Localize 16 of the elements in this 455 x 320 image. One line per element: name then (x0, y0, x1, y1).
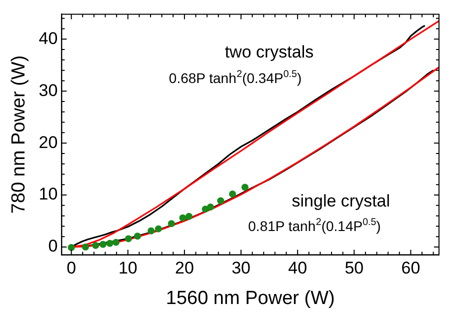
x-tick-label: 20 (174, 258, 194, 278)
x-tick-label: 30 (232, 258, 250, 278)
y-tick-label: 30 (38, 80, 58, 100)
x-tick-label: 10 (118, 258, 138, 278)
x-tick-label: 50 (344, 258, 364, 278)
x-tick-label: 60 (401, 258, 420, 278)
y-tick-label: 40 (38, 28, 58, 48)
annotation: two crystals (224, 42, 314, 62)
annotation: single crystal (292, 192, 390, 211)
y-axis-title: 780 nm Power (W) (8, 55, 30, 214)
y-tick-label: 0 (48, 236, 58, 256)
x-axis-title: 1560 nm Power (W) (166, 288, 335, 309)
y-tick-label: 10 (38, 184, 58, 204)
x-tick-label: 40 (288, 258, 308, 278)
x-tick-label: 0 (66, 258, 76, 278)
y-tick-label: 20 (38, 132, 58, 152)
